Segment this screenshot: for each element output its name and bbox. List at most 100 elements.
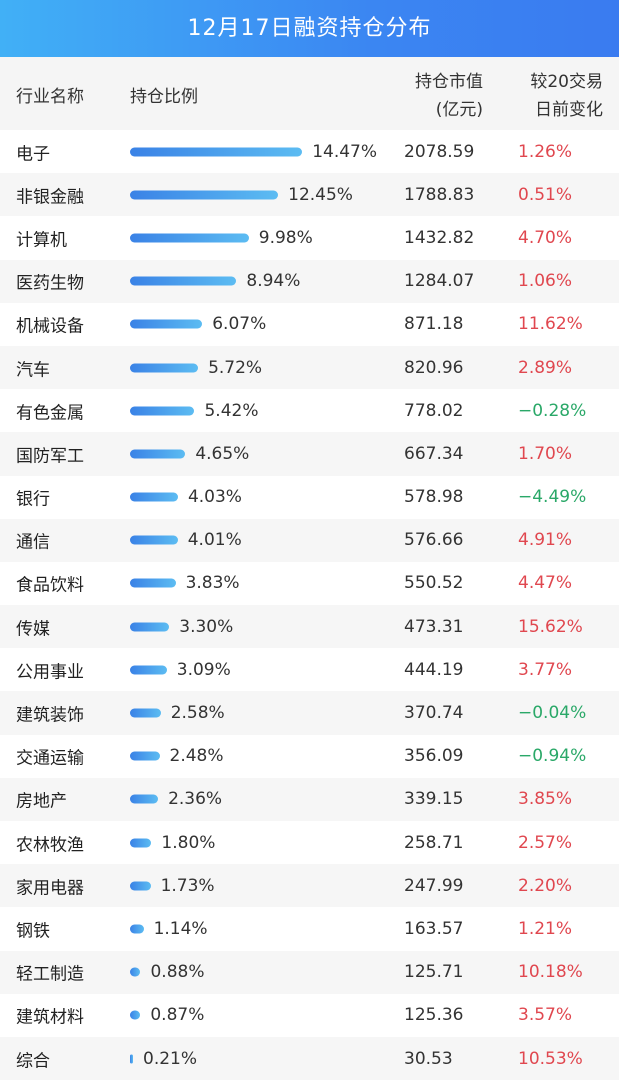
industry-name: 汽车 [16, 360, 50, 381]
ratio-bar [130, 794, 159, 804]
ratio-label: 0.88% [150, 962, 205, 983]
ratio-label: 12.45% [288, 184, 353, 205]
table-row: 医药生物 8.94% 1284.07 1.06% [0, 259, 619, 303]
ratio-bar [130, 233, 249, 243]
table-row: 农林牧渔 1.80% 258.71 2.57% [0, 821, 619, 864]
table-row: 建筑装饰 2.58% 370.74 −0.04% [0, 691, 619, 735]
header-change-line2: 日前变化 [535, 100, 603, 120]
table-row: 传媒 3.30% 473.31 15.62% [0, 605, 619, 649]
industry-name: 轻工制造 [16, 964, 84, 985]
industry-name: 综合 [16, 1051, 50, 1072]
table-row: 钢铁 1.14% 163.57 1.21% [0, 907, 619, 950]
table-row: 电子 14.47% 2078.59 1.26% [0, 130, 619, 173]
ratio-bar [130, 492, 178, 502]
change-value: 15.62% [518, 616, 583, 637]
industry-name: 农林牧渔 [16, 835, 84, 856]
ratio-label: 2.58% [170, 703, 225, 724]
table-row: 交通运输 2.48% 356.09 −0.94% [0, 735, 619, 778]
change-value: 1.70% [518, 443, 573, 464]
change-value: 3.57% [518, 1005, 573, 1026]
market-value: 125.36 [404, 1005, 464, 1026]
market-value: 578.98 [404, 487, 464, 508]
ratio-label: 8.94% [246, 271, 301, 292]
ratio-bar [130, 578, 176, 588]
change-value: 11.62% [518, 314, 583, 335]
ratio-bar [130, 665, 167, 675]
table-row: 食品饮料 3.83% 550.52 4.47% [0, 562, 619, 605]
industry-name: 电子 [16, 144, 50, 165]
ratio-bar [130, 924, 144, 934]
ratio-bar [130, 967, 141, 977]
ratio-label: 1.80% [161, 832, 216, 853]
market-value: 1432.82 [404, 227, 475, 248]
ratio-bar [130, 363, 199, 373]
market-value: 163.57 [404, 918, 464, 939]
change-value: −0.28% [518, 400, 587, 421]
industry-name: 建筑装饰 [16, 705, 84, 726]
table-row: 综合 0.21% 30.53 10.53% [0, 1036, 619, 1080]
table-row: 房地产 2.36% 339.15 3.85% [0, 777, 619, 821]
change-value: 10.18% [518, 962, 583, 983]
ratio-bar [130, 406, 195, 416]
industry-name: 医药生物 [16, 273, 84, 294]
industry-name: 食品饮料 [16, 575, 84, 596]
table-row: 通信 4.01% 576.66 4.91% [0, 518, 619, 562]
ratio-label: 0.87% [150, 1005, 205, 1026]
industry-name: 机械设备 [16, 316, 84, 337]
change-value: −4.49% [518, 487, 587, 508]
ratio-label: 2.48% [169, 746, 224, 767]
ratio-label: 4.65% [195, 443, 250, 464]
market-value: 1284.07 [404, 271, 475, 292]
market-value: 576.66 [404, 530, 464, 551]
header-ratio: 持仓比例 [130, 87, 198, 107]
industry-name: 钢铁 [16, 921, 50, 942]
change-value: 4.91% [518, 530, 573, 551]
table-row: 非银金融 12.45% 1788.83 0.51% [0, 173, 619, 217]
change-value: −0.94% [518, 746, 587, 767]
change-value: −0.04% [518, 703, 587, 724]
header-industry: 行业名称 [16, 87, 84, 107]
table-row: 公用事业 3.09% 444.19 3.77% [0, 648, 619, 691]
industry-name: 银行 [16, 489, 50, 510]
ratio-label: 4.03% [187, 487, 242, 508]
change-value: 3.77% [518, 659, 573, 680]
industry-name: 非银金融 [16, 187, 84, 208]
ratio-bar [130, 190, 279, 200]
ratio-bar [130, 622, 170, 632]
table-row: 机械设备 6.07% 871.18 11.62% [0, 303, 619, 346]
ratio-label: 3.30% [179, 616, 234, 637]
ratio-bar [130, 449, 186, 459]
table-row: 汽车 5.72% 820.96 2.89% [0, 345, 619, 390]
table-header: 行业名称 持仓比例 持仓市值 (亿元) 较20交易 日前变化 [0, 57, 619, 130]
ratio-label: 3.09% [176, 659, 231, 680]
market-value: 247.99 [404, 875, 464, 896]
industry-name: 计算机 [16, 230, 67, 251]
industry-name: 家用电器 [16, 878, 84, 899]
industry-name: 传媒 [16, 619, 50, 640]
change-value: 2.57% [518, 832, 573, 853]
header-change-line1: 较20交易 [530, 72, 603, 92]
ratio-label: 2.36% [168, 789, 223, 810]
ratio-label: 4.01% [187, 530, 242, 551]
market-value: 667.34 [404, 443, 464, 464]
header-value-line2: (亿元) [435, 100, 483, 120]
ratio-bar [130, 751, 160, 761]
ratio-label: 9.98% [258, 227, 313, 248]
change-value: 2.20% [518, 875, 573, 896]
industry-name: 通信 [16, 532, 50, 553]
market-value: 820.96 [404, 357, 464, 378]
change-value: 3.85% [518, 789, 573, 810]
ratio-bar [130, 881, 151, 891]
ratio-bar [130, 838, 152, 848]
table-row: 建筑材料 0.87% 125.36 3.57% [0, 994, 619, 1037]
header-value-line1: 持仓市值 [415, 72, 483, 92]
change-value: 1.21% [518, 918, 573, 939]
table-row: 轻工制造 0.88% 125.71 10.18% [0, 950, 619, 994]
ratio-bar [130, 535, 178, 545]
table-row: 计算机 9.98% 1432.82 4.70% [0, 216, 619, 259]
ratio-label: 0.21% [143, 1048, 198, 1069]
change-value: 2.89% [518, 357, 573, 378]
ratio-bar [130, 319, 203, 329]
change-value: 1.06% [518, 271, 573, 292]
market-value: 550.52 [404, 573, 464, 594]
